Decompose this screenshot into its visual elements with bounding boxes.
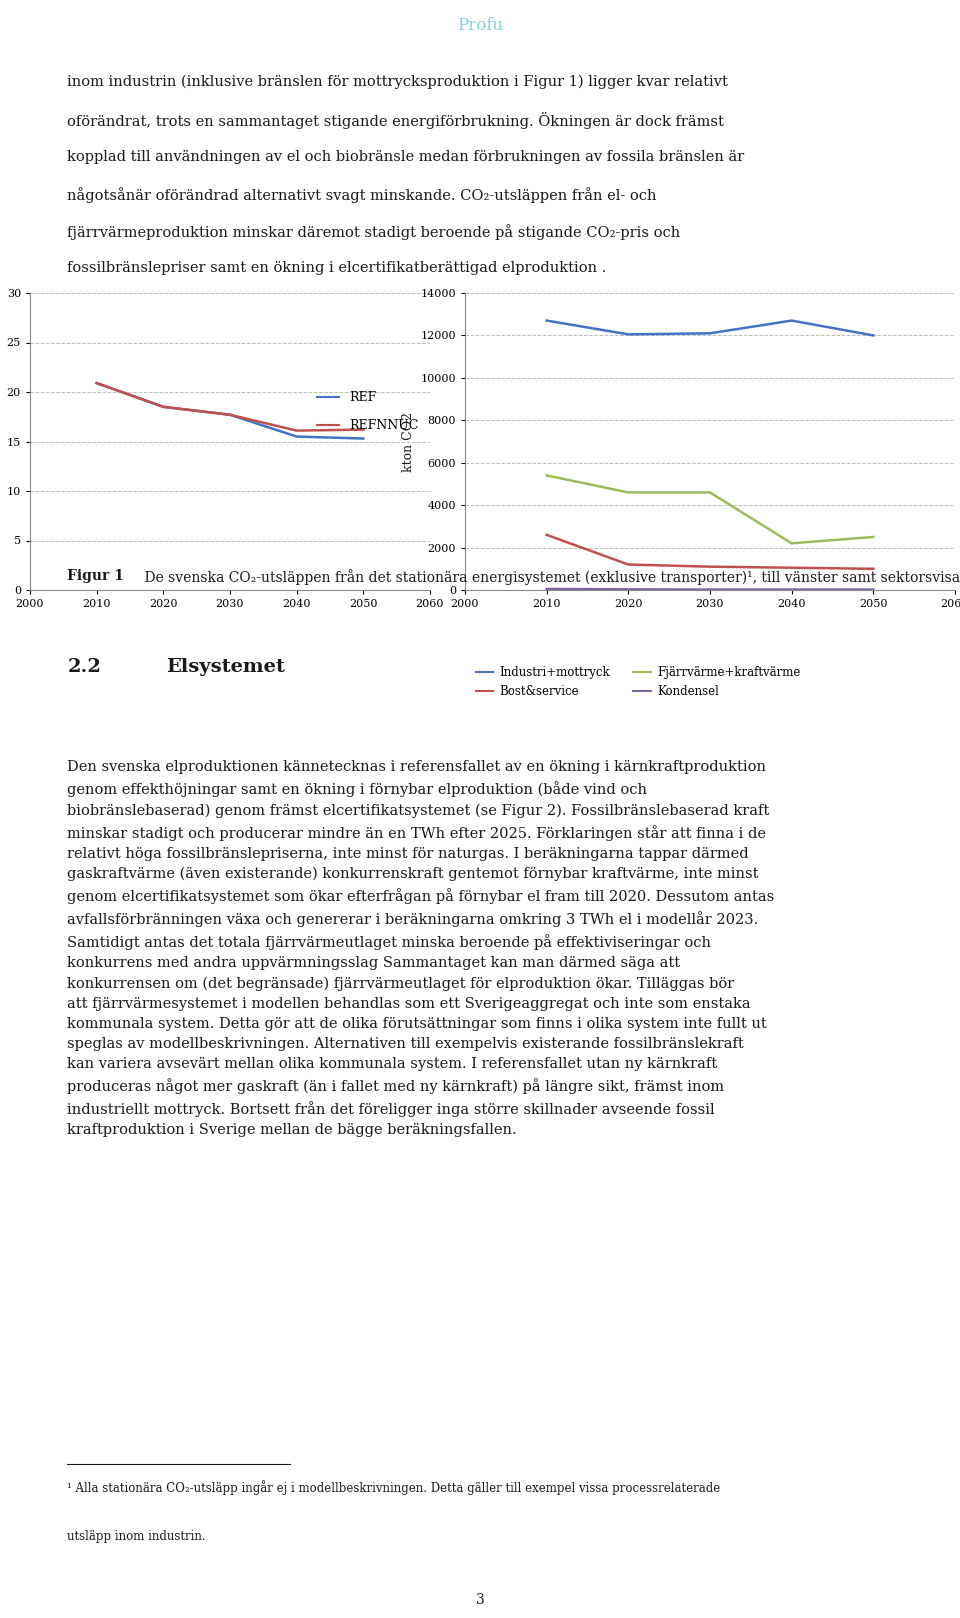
Text: någotsånär oförändrad alternativt svagt minskande. CO₂-utsläppen från el- och: någotsånär oförändrad alternativt svagt …: [67, 186, 657, 202]
Text: inom industrin (inklusive bränslen för mottrycksproduktion i Figur 1) ligger kva: inom industrin (inklusive bränslen för m…: [67, 74, 728, 89]
Text: 2.2: 2.2: [67, 657, 101, 676]
Text: Figur 1: Figur 1: [67, 570, 124, 582]
Y-axis label: kton CO2: kton CO2: [402, 411, 415, 471]
Y-axis label: Mton CO2: Mton CO2: [0, 409, 1, 474]
Text: ¹ Alla stationära CO₂-utsläpp ingår ej i modellbeskrivningen. Detta gäller till : ¹ Alla stationära CO₂-utsläpp ingår ej i…: [67, 1480, 720, 1495]
Text: Den svenska elproduktionen kännetecknas i referensfallet av en ökning i kärnkraf: Den svenska elproduktionen kännetecknas …: [67, 760, 775, 1137]
Text: utsläpp inom industrin.: utsläpp inom industrin.: [67, 1531, 205, 1544]
Text: Elsystemet: Elsystemet: [166, 657, 285, 676]
Text: kopplad till användningen av el och biobränsle medan förbrukningen av fossila br: kopplad till användningen av el och biob…: [67, 149, 744, 163]
Text: fjärrvärmeproduktion minskar däremot stadigt beroende på stigande CO₂-pris och: fjärrvärmeproduktion minskar däremot sta…: [67, 223, 681, 239]
Text: 3: 3: [475, 1594, 485, 1607]
Text: Profu: Profu: [457, 16, 503, 34]
Text: De svenska CO₂-utsläppen från det stationära energisystemet (exklusive transport: De svenska CO₂-utsläppen från det statio…: [128, 570, 960, 584]
Text: fossilbränslepriser samt en ökning i elcertifikatberättigad elproduktion .: fossilbränslepriser samt en ökning i elc…: [67, 262, 607, 275]
Legend: REF, REFNNUC: REF, REFNNUC: [312, 387, 423, 437]
Legend: Industri+mottryck, Bost&service, Fjärrvärme+kraftvärme, Kondensel: Industri+mottryck, Bost&service, Fjärrvä…: [471, 662, 805, 702]
Text: oförändrat, trots en sammantaget stigande energiförbrukning. Ökningen är dock fr: oförändrat, trots en sammantaget stigand…: [67, 112, 724, 129]
